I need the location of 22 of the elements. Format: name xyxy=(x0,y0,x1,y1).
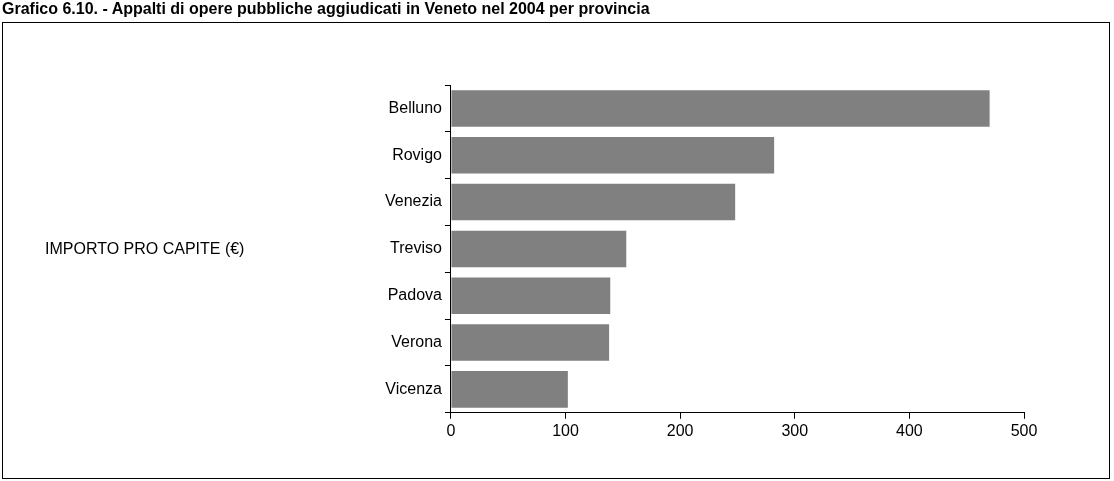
bar xyxy=(451,277,611,314)
x-tick-label: 300 xyxy=(781,421,809,439)
bar xyxy=(451,324,610,361)
y-tick-label: Treviso xyxy=(390,239,443,257)
text: IMPORTO PRO CAPITE (€) xyxy=(45,240,245,258)
x-tick-label: 0 xyxy=(446,421,456,439)
y-tick-label: Padova xyxy=(387,286,443,304)
y-tick-label: Verona xyxy=(391,332,443,350)
bar xyxy=(451,90,990,127)
x-tick-label: 100 xyxy=(552,421,579,439)
y-tick-label: Belluno xyxy=(388,98,443,116)
y-tick-label: Rovigo xyxy=(392,145,443,163)
bar xyxy=(451,183,736,221)
bar xyxy=(451,230,627,268)
x-tick-label: 500 xyxy=(1010,421,1038,439)
chart-title: Grafico 6.10. - Appalti di opere pubbliche aggiudicati in Veneto nel 2004 per provincia xyxy=(2,0,650,18)
y-tick-label: Vicenza xyxy=(385,379,443,397)
x-tick-label: 200 xyxy=(666,421,694,439)
bar xyxy=(451,371,568,408)
bar xyxy=(451,136,775,174)
x-tick-label: 400 xyxy=(896,421,923,439)
y-tick-label: Venezia xyxy=(385,192,443,210)
